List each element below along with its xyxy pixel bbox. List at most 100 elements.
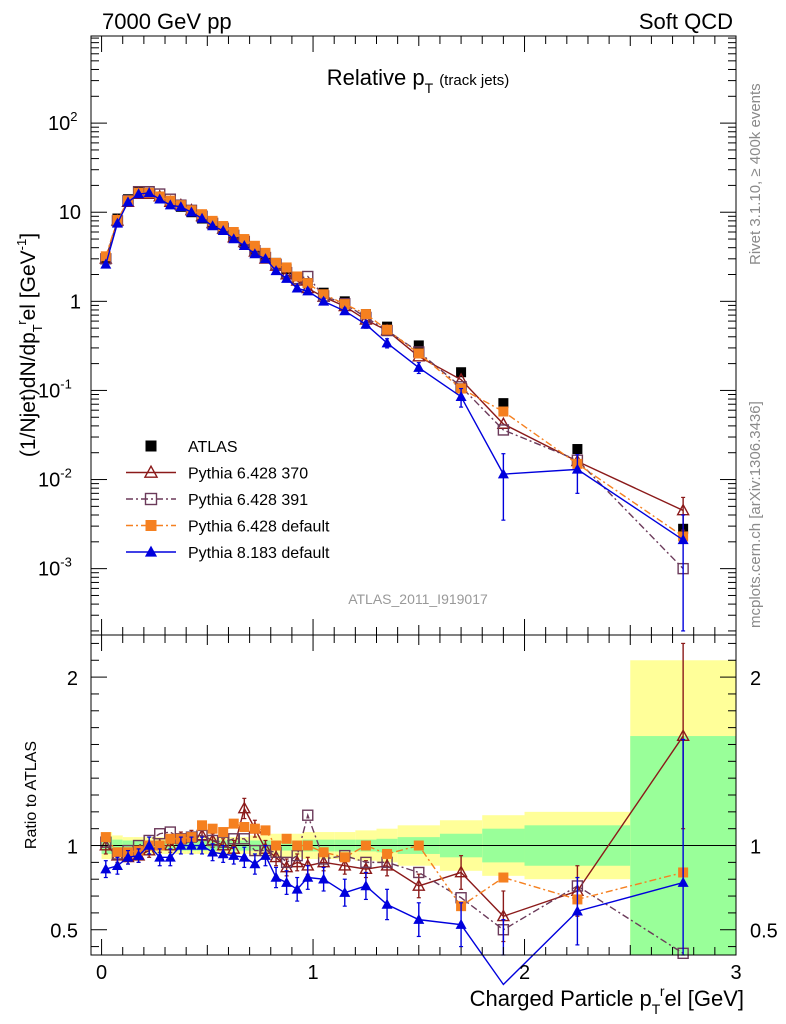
ratio-point-3-22 (360, 880, 372, 891)
mcplots-label: mcplots.cern.ch [arXiv:1306.3436] (747, 401, 764, 628)
ratio-point-2-15 (260, 825, 271, 836)
main-line-3 (105, 192, 684, 537)
main-point-4-23 (381, 337, 393, 348)
main-point-3-17 (281, 262, 292, 273)
ratio-point-2-21 (339, 852, 350, 863)
main-point-3-13 (239, 234, 250, 245)
ratio-point-0-25 (454, 865, 468, 878)
main-point-4-25 (455, 390, 467, 401)
ratio-point-2-18 (292, 840, 303, 851)
main-ytick-exp-5: 2 (70, 109, 77, 124)
ratio-point-0-24 (412, 878, 426, 891)
main-point-4-12 (228, 233, 240, 244)
ratio-axes: 0.5 0.5 1 1 2 2 0 1 2 3 (50, 635, 778, 984)
main-point-3-14 (249, 240, 260, 251)
main-point-3-12 (228, 226, 239, 237)
x-tick-label-1: 1 (307, 962, 318, 984)
ratio-point-3-0 (100, 863, 112, 874)
ratio-point-3-23 (381, 898, 393, 909)
main-ytick-label-4: 10 (59, 202, 81, 224)
main-point-3-20 (318, 289, 329, 300)
ratio-point-2-26 (498, 872, 509, 883)
ratio-ytick-label-2: 2 (67, 668, 78, 690)
legend-label-0: ATLAS (188, 439, 238, 456)
main-point-4-16 (270, 265, 282, 276)
ratio-point-3-15 (259, 849, 271, 860)
ratio-point-3-7 (175, 839, 187, 850)
main-series-4 (100, 187, 689, 632)
ratio-point-3-17 (281, 876, 293, 887)
x-axis-label: Charged Particle pTrel [GeV] (470, 983, 744, 1017)
main-point-0-25 (456, 367, 467, 378)
main-point-3-16 (271, 257, 282, 268)
main-point-4-9 (196, 212, 208, 223)
ratio-point-2-14 (249, 823, 260, 834)
main-point-4-8 (185, 206, 197, 217)
ratio-point-3-2 (122, 851, 134, 862)
ratio-ytick-label-right-2: 2 (750, 668, 761, 690)
ratio-point-1-24 (413, 866, 425, 879)
ratio-point-3-14 (249, 858, 261, 869)
legend-label-3: Pythia 6.428 default (188, 519, 330, 536)
ratio-point-3-27 (571, 905, 583, 916)
ratio-point-3-20 (318, 873, 330, 884)
ratio-point-2-5 (154, 840, 165, 851)
main-title: Relative pT (track jets) (327, 65, 509, 96)
main-point-4-27 (571, 463, 583, 474)
rivet-label: Rivet 3.1.10, ≥ 400k events (747, 83, 764, 265)
ratio-point-3-9 (196, 839, 208, 850)
main-point-3-26 (498, 406, 509, 417)
main-point-4-0 (100, 258, 112, 269)
main-line-1 (105, 193, 684, 512)
ratio-point-2-17 (281, 833, 292, 844)
main-point-4-5 (154, 193, 166, 204)
ratio-point-3-4 (143, 839, 155, 850)
main-point-4-21 (339, 305, 351, 316)
ratio-point-1-19 (302, 809, 314, 821)
ratio-point-2-24 (413, 840, 424, 851)
legend-marker-0 (145, 440, 157, 452)
main-series-2 (100, 185, 689, 575)
main-point-4-7 (175, 201, 187, 212)
ratio-point-3-19 (302, 871, 314, 882)
main-ytick-exp-2: -1 (60, 376, 72, 391)
main-ytick-exp-1: -2 (60, 466, 72, 481)
x-tick-label-3: 3 (730, 962, 741, 984)
ratio-point-3-12 (228, 849, 240, 860)
ratio-ytick-label-1: 1 (67, 837, 78, 859)
legend-label-2: Pythia 6.428 391 (188, 492, 308, 509)
ratio-point-3-13 (238, 851, 250, 862)
ratio-point-2-12 (228, 818, 239, 829)
main-series-3 (100, 187, 689, 542)
ratio-point-3-28 (677, 876, 689, 887)
analysis-id: ATLAS_2011_I919017 (348, 591, 488, 607)
ratio-point-1-18 (291, 849, 303, 862)
main-point-4-6 (164, 199, 176, 210)
main-point-4-17 (281, 272, 293, 283)
ratio-point-3-21 (339, 886, 351, 897)
main-point-0-24 (413, 340, 424, 351)
main-ytick-label-3: 1 (70, 291, 81, 313)
ratio-point-3-11 (217, 848, 229, 859)
main-series-layer (99, 185, 690, 632)
legend-marker-3 (145, 520, 157, 531)
main-point-4-20 (318, 295, 330, 306)
legend: ATLAS Pythia 6.428 370 Pythia 6.428 391 Pyt… (126, 439, 330, 562)
legend-label-4: Pythia 8.183 default (188, 545, 330, 562)
ratio-point-3-16 (270, 871, 282, 882)
main-point-2-26 (497, 424, 510, 436)
main-ytick-base-1: 10 (38, 470, 60, 492)
header-left: 7000 GeV pp (102, 9, 232, 34)
main-line-4 (105, 192, 684, 541)
ratio-point-0-23 (380, 858, 394, 871)
legend-label-1: Pythia 6.428 370 (188, 466, 308, 483)
main-ytick-exp-0: -3 (60, 555, 72, 570)
main-point-4-24 (413, 361, 425, 372)
ratio-point-1-22 (360, 856, 372, 869)
ratio-point-2-6 (165, 833, 176, 844)
ratio-point-2-19 (302, 840, 313, 851)
header-right: Soft QCD (639, 9, 733, 34)
